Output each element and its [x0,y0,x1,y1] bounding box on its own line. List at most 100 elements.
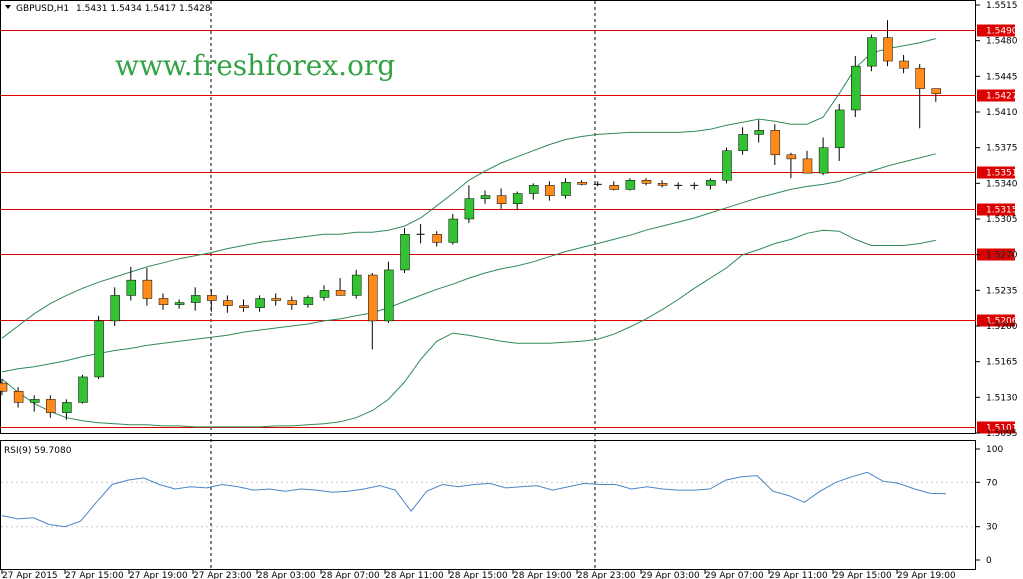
candle-bull [818,147,829,174]
rsi-tick-label: 100 [986,445,1003,455]
candle-bull [126,279,137,296]
level-label: 1.5206 [986,317,1018,327]
candle-bull [512,193,523,204]
candle-bull [62,402,72,413]
bollinger-upper-line [1,38,936,339]
time-tick-label: 27 Apr 2015 [2,571,58,579]
level-badge [977,166,1015,179]
candle-bear [287,300,298,305]
level-badge [977,421,1015,434]
symbol-label: GBPUSD,H1 [16,4,69,14]
candle-bull [351,274,362,296]
price-tick-label: 1.5095 [986,429,1018,439]
level-label: 1.5315 [986,206,1018,216]
candle-bear [931,88,942,94]
candle-bear [770,130,781,156]
candle-bull [529,185,539,194]
candle-bull [561,182,571,196]
price-tick-label: 1.5305 [986,215,1018,225]
candle-bear [271,298,281,301]
candle-bear [335,290,346,296]
rsi-tick-label: 70 [986,478,998,488]
candle-bull [319,290,330,298]
candle-bear [915,67,925,89]
candle-bear [368,274,378,322]
watermark: www.freshforex.org [115,49,395,82]
ohlc-values: 1.5431 1.5434 1.5417 1.5428 [76,4,211,14]
candle-bull [851,65,861,111]
candle-bull [78,376,88,403]
time-tick-label: 28 Apr 07:00 [321,571,380,579]
candle-bull [400,234,410,271]
candle-bear [142,279,153,299]
time-tick-label: 28 Apr 03:00 [257,571,316,579]
time-tick-label: 27 Apr 15:00 [65,571,124,579]
time-tick-label: 29 Apr 11:00 [769,571,828,579]
candle-bull [738,134,748,151]
time-tick-label: 29 Apr 03:00 [641,571,700,579]
candle-bull [94,320,104,378]
candle-bull [255,298,265,308]
price-tick-label: 1.5200 [986,322,1018,332]
candle-bear [223,300,233,306]
rsi-tick-label: 0 [986,556,992,566]
price-tick-label: 1.5130 [986,393,1018,403]
candle-bear [239,305,249,308]
level-badge [977,203,1015,216]
candle-bear [657,183,668,186]
price-tick-label: 1.5410 [986,108,1018,118]
time-tick-label: 28 Apr 19:00 [513,571,572,579]
price-tick-label: 1.5445 [986,72,1018,82]
time-tick-label: 28 Apr 11:00 [385,571,444,579]
candle-bear [46,399,56,413]
candle-bear [802,158,813,174]
candle-bull [625,180,636,190]
candle-bull [190,295,201,303]
candle-bull [29,399,40,403]
rsi-tick-label: 30 [986,523,998,533]
level-label: 1.5490 [986,27,1018,37]
time-tick-label: 29 Apr 15:00 [833,571,892,579]
candle-bear [786,154,797,160]
candle-bear [609,185,620,190]
price-tick-label: 1.5340 [986,179,1018,189]
price-tick-label: 1.5480 [986,37,1018,47]
candle-bull [834,109,845,148]
time-tick-label: 28 Apr 15:00 [449,571,508,579]
candle-bull [722,150,732,181]
candle-bear [207,295,217,301]
candle-bear [577,182,587,185]
triangle-down-icon[interactable] [5,5,11,9]
rsi-line [1,471,947,528]
candle-bear [496,195,507,204]
candle-bear [13,390,24,403]
price-tick-label: 1.5270 [986,251,1018,261]
level-badge [977,314,1015,327]
candle-bull [448,218,459,243]
candle-bear [158,298,169,305]
level-label: 1.5351 [986,169,1018,179]
candle-bear [883,37,893,62]
candle-bull [110,295,120,322]
candle-bear [899,60,909,69]
candle-bull [464,198,475,220]
candle-bull [303,297,314,305]
level-label: 1.5101 [986,424,1018,434]
price-tick-label: 1.5515 [986,1,1018,11]
rsi-panel-frame [0,440,976,570]
level-badge [977,89,1015,102]
bollinger-middle-line [1,153,936,373]
time-tick-label: 27 Apr 23:00 [193,571,252,579]
candle-bull [384,269,394,322]
level-label: 1.5271 [986,251,1018,261]
price-panel-frame [0,0,976,434]
rsi-label: RSI(9) 59.7080 [4,446,72,456]
level-label: 1.5427 [986,92,1018,102]
candle-bear [432,234,442,243]
time-tick-label: 27 Apr 19:00 [129,571,188,579]
candle-bull [480,195,491,199]
level-badge [977,248,1015,261]
time-tick-label: 29 Apr 07:00 [705,571,764,579]
candle-bear [545,185,555,196]
